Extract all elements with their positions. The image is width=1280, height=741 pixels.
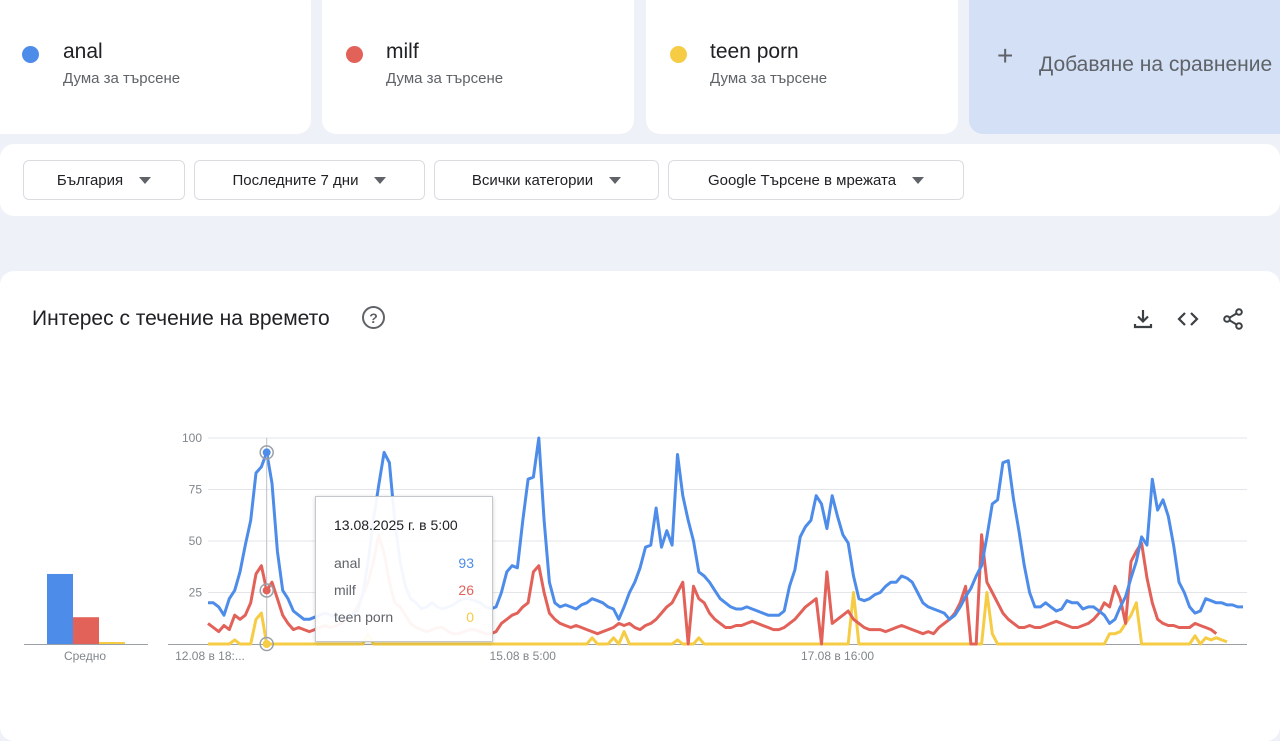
hover-point [262, 640, 271, 648]
tooltip-row: milf 26 [334, 582, 474, 600]
search-type-dropdown[interactable]: Google Търсене в мрежата [668, 160, 964, 200]
search-type-value: Google Търсене в мрежата [707, 171, 897, 189]
term-name: milf [386, 40, 419, 63]
category-value: Всички категории [471, 171, 594, 189]
x-tick-label: 17.08 в 16:00 [801, 649, 874, 663]
dropdown-arrow-icon [139, 176, 152, 184]
term-type-label: Дума за търсене [63, 70, 181, 87]
term-color-dot [670, 46, 687, 63]
region-value: България [56, 171, 124, 189]
tooltip-value: 93 [458, 555, 474, 571]
y-tick-label: 25 [189, 586, 203, 600]
average-bar-teen-porn[interactable] [99, 641, 125, 644]
term-name: teen porn [710, 40, 799, 63]
average-label: Средно [64, 649, 106, 663]
region-dropdown[interactable]: България [23, 160, 185, 200]
tooltip-term: milf [334, 582, 356, 598]
interest-chart[interactable]: 25 50 75 100 12.08 в 18:... 15.08 в 5:00 17.08… [0, 0, 1280, 720]
term-color-dot [22, 46, 39, 63]
term-color-dot [346, 46, 363, 63]
term-card-1[interactable]: anal Дума за търсене [0, 0, 311, 134]
tooltip-value: 26 [458, 582, 474, 598]
filter-bar: България Последните 7 дни Всички категор… [0, 144, 1280, 216]
y-tick-label: 75 [189, 483, 203, 497]
hover-point [262, 448, 271, 457]
y-tick-label: 50 [189, 534, 203, 548]
average-bar-milf[interactable] [73, 617, 99, 644]
tooltip-value: 0 [466, 609, 474, 625]
tooltip-term: anal [334, 555, 361, 571]
hover-point-ring [259, 636, 274, 652]
help-icon[interactable]: ? [362, 306, 385, 329]
term-card-2[interactable]: milf Дума за търсене [322, 0, 634, 134]
add-comparison-button[interactable]: + Добавяне на сравнение [969, 0, 1280, 134]
interest-over-time-card: Интерес с течение на времето ? [0, 271, 1280, 741]
series-line-teen-porn[interactable] [208, 591, 1228, 646]
dropdown-arrow-icon [609, 176, 622, 184]
term-card-3[interactable]: teen porn Дума за търсене [646, 0, 958, 134]
share-icon[interactable] [1221, 307, 1245, 331]
category-dropdown[interactable]: Всички категории [434, 160, 659, 200]
section-title: Интерес с течение на времето [32, 307, 330, 330]
term-type-label: Дума за търсене [386, 70, 504, 87]
dropdown-arrow-icon [912, 176, 925, 184]
y-tick-label: 100 [182, 431, 202, 445]
period-dropdown[interactable]: Последните 7 дни [194, 160, 425, 200]
tooltip-term: teen porn [334, 609, 394, 625]
period-value: Последните 7 дни [232, 171, 359, 189]
plus-icon: + [997, 40, 1014, 71]
chart-tooltip: 13.08.2025 г. в 5:00 anal 93 milf 26 tee… [315, 496, 493, 642]
tooltip-date: 13.08.2025 г. в 5:00 [334, 517, 458, 533]
dropdown-arrow-icon [374, 176, 387, 184]
download-icon[interactable] [1131, 307, 1155, 331]
hover-point [262, 586, 271, 595]
average-bar-anal[interactable] [47, 573, 73, 644]
term-type-label: Дума за търсене [710, 70, 828, 87]
tooltip-row: anal 93 [334, 555, 474, 573]
add-comparison-label: Добавяне на сравнение [1039, 53, 1273, 76]
x-tick-label: 12.08 в 18:... [175, 649, 245, 663]
tooltip-row: teen porn 0 [334, 609, 474, 627]
embed-code-icon[interactable] [1176, 307, 1200, 331]
x-tick-label: 15.08 в 5:00 [490, 649, 557, 663]
hover-point-ring [259, 445, 274, 460]
series-line-anal[interactable] [208, 436, 1243, 625]
hover-point-ring [259, 583, 274, 598]
term-name: anal [63, 40, 103, 63]
